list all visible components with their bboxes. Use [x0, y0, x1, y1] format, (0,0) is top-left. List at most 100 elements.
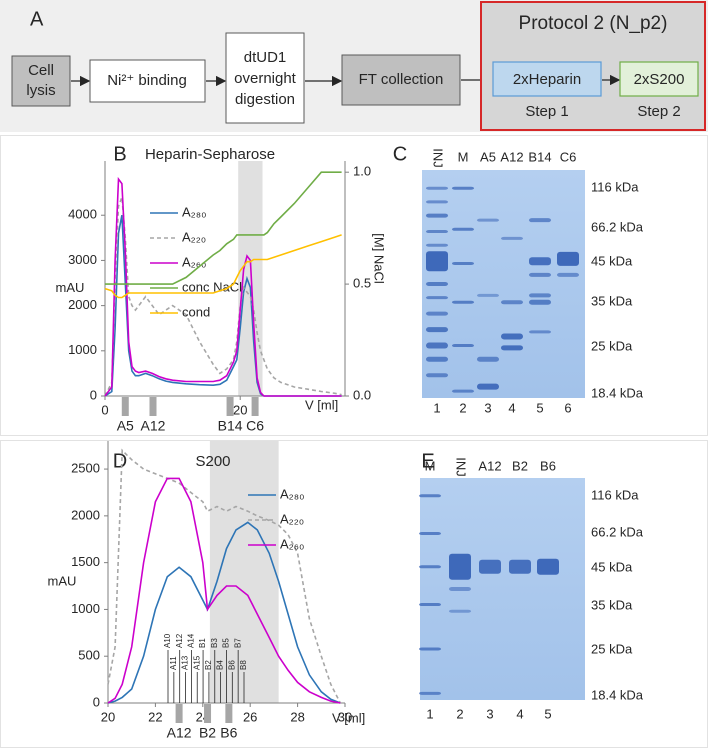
- step-text: overnight: [234, 70, 297, 87]
- mw-label: 18.4 kDa: [591, 687, 644, 702]
- fraction-label: A5: [117, 418, 134, 434]
- fraction-tick-label: A11: [169, 656, 178, 670]
- series-line: [107, 521, 341, 704]
- gel-band: [426, 230, 448, 234]
- gel-band: [426, 251, 448, 272]
- fraction-tick-label: A12: [175, 633, 184, 648]
- gel-image: [420, 478, 585, 700]
- gel-band: [477, 356, 499, 362]
- mw-label: 116 kDa: [591, 179, 639, 194]
- mw-label: 66.2 kDa: [591, 524, 644, 539]
- gel-band: [426, 243, 448, 247]
- gel-band: [529, 293, 551, 298]
- fraction-marker: [175, 704, 183, 723]
- mw-label: 25 kDa: [591, 641, 633, 656]
- panel-label: B: [113, 143, 126, 165]
- series-line: [105, 171, 342, 285]
- gel-band: [449, 609, 471, 613]
- step-box: [225, 32, 305, 124]
- mw-label: 18.4 kDa: [591, 385, 644, 400]
- fraction-tick-label: B8: [239, 660, 248, 670]
- gel-band: [419, 494, 441, 498]
- gel-band: [529, 257, 551, 266]
- x-tick-label: 0: [101, 402, 108, 417]
- fraction-marker: [121, 397, 129, 416]
- y-axis-label: mAU: [48, 573, 77, 588]
- lane-label: B6: [540, 458, 556, 473]
- gel-band: [426, 213, 448, 218]
- lane-number: 1: [426, 706, 433, 721]
- series-line: [104, 176, 342, 397]
- fraction-label: B6: [220, 725, 237, 741]
- gel-band: [452, 344, 474, 348]
- gel-band: [529, 218, 551, 223]
- panel-label: C: [393, 143, 407, 165]
- legend-label: A₂₆₀: [182, 254, 206, 269]
- lane-number: 2: [456, 706, 463, 721]
- gel-band: [426, 296, 448, 300]
- fraction-tick-label: A13: [181, 655, 190, 670]
- y-tick-label: 500: [78, 648, 100, 663]
- gel-band: [426, 356, 448, 362]
- gel-band: [452, 261, 474, 265]
- lane-label: B14: [528, 149, 551, 164]
- gel-band: [449, 553, 471, 580]
- mw-label: 116 kDa: [591, 487, 639, 502]
- gel-band: [529, 330, 551, 334]
- gel-band: [537, 558, 559, 575]
- mw-label: 45 kDa: [591, 253, 633, 268]
- mw-label: 66.2 kDa: [591, 219, 644, 234]
- lane-number: 2: [459, 400, 466, 415]
- x-tick-label: 22: [148, 709, 162, 724]
- legend-label: A₂₂₀: [280, 511, 304, 526]
- lane-label: INJ: [454, 457, 469, 477]
- fraction-tick-label: B1: [198, 638, 207, 648]
- mw-label: 35 kDa: [591, 597, 633, 612]
- gel-band: [452, 389, 474, 393]
- fraction-tick-label: B3: [210, 638, 219, 648]
- protocol-step: [619, 61, 699, 97]
- fraction-marker: [226, 397, 234, 416]
- protocol-step-label: Step 1: [525, 103, 568, 120]
- lane-number: 3: [484, 400, 491, 415]
- gel-band: [501, 300, 523, 305]
- gel-band: [509, 559, 531, 574]
- gel-band: [557, 251, 579, 266]
- y-axis-label: mAU: [56, 280, 85, 295]
- fraction-label: B2: [199, 725, 216, 741]
- y-tick-label: 2000: [71, 507, 100, 522]
- gel-band: [426, 373, 448, 378]
- lane-label: A5: [480, 149, 496, 164]
- step-box: [341, 54, 461, 106]
- fraction-label: C6: [246, 418, 264, 434]
- gel-band: [419, 532, 441, 535]
- fraction-marker: [204, 704, 212, 723]
- fraction-marker: [225, 704, 233, 723]
- panel-label: E: [421, 450, 434, 472]
- x-axis-label: V [ml]: [332, 710, 365, 725]
- x-tick-label: 26: [243, 709, 257, 724]
- gel-band: [529, 272, 551, 277]
- x-tick-label: 30: [338, 709, 352, 724]
- gel-band: [501, 345, 523, 351]
- step-text: FT collection: [359, 71, 444, 88]
- gel-image: [422, 170, 585, 398]
- gel-band: [501, 333, 523, 340]
- y-tick-label: 4000: [68, 207, 97, 222]
- gel-band: [426, 311, 448, 316]
- step-text: dtUD1: [244, 49, 287, 66]
- gel-band: [419, 603, 441, 607]
- gel-band: [426, 327, 448, 333]
- fraction-tick-label: A10: [163, 633, 172, 648]
- gel-band: [557, 272, 579, 277]
- step-box: [11, 55, 71, 107]
- gel-band: [426, 342, 448, 349]
- gel-band: [449, 587, 471, 591]
- step-text: Ni²⁺ binding: [107, 72, 187, 89]
- gel-band: [529, 299, 551, 305]
- x-tick-label: 28: [290, 709, 304, 724]
- mw-label: 35 kDa: [591, 293, 633, 308]
- gel-band: [452, 300, 474, 304]
- mw-label: 45 kDa: [591, 559, 633, 574]
